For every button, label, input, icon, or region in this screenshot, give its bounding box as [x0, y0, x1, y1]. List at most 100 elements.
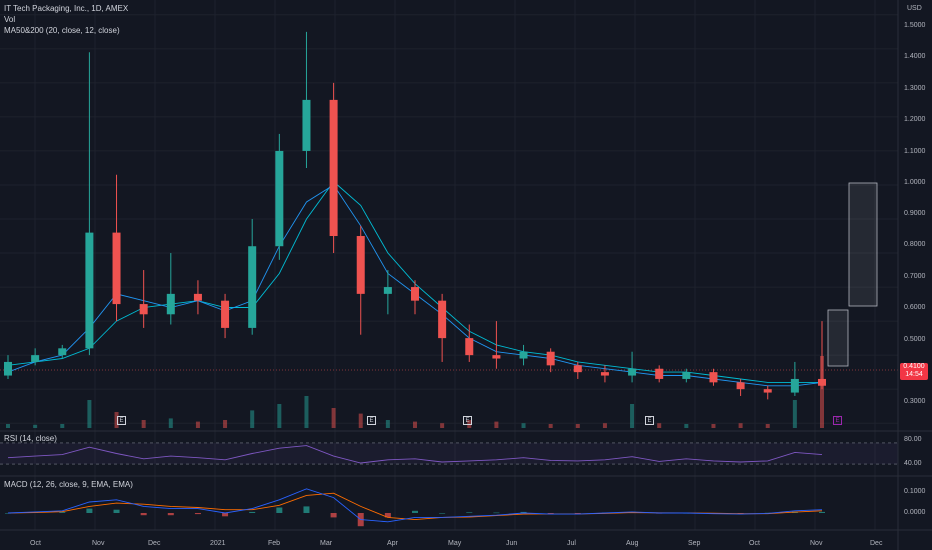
candle-body — [166, 293, 175, 315]
macd-histogram-bar — [5, 513, 11, 514]
macd-histogram-bar — [140, 513, 147, 516]
volume-bar — [250, 410, 255, 428]
projection-box — [848, 182, 878, 307]
volume-bar — [494, 421, 499, 428]
candle-body — [763, 389, 772, 393]
price-tick-label: 0.7000 — [904, 273, 926, 280]
macd-level-00: 0.0000 — [904, 509, 926, 516]
macd-histogram-bar — [249, 511, 256, 513]
candle-body — [85, 232, 94, 349]
macd-line — [7, 488, 823, 523]
candle-body — [221, 300, 230, 328]
volume-bar — [765, 424, 770, 428]
time-tick-label: Jun — [506, 540, 518, 547]
price-tick-label: 1.2000 — [904, 116, 926, 123]
time-tick-label: May — [448, 540, 462, 547]
volume-bar — [385, 420, 390, 428]
macd-histogram-bar — [86, 508, 93, 513]
candle-body — [790, 378, 799, 393]
time-tick-label: Mar — [320, 540, 333, 547]
time-tick-label: Dec — [148, 540, 161, 547]
volume-bar — [6, 424, 10, 428]
candle-body — [4, 361, 12, 376]
candle-body — [411, 287, 419, 301]
time-tick-label: Oct — [749, 540, 760, 547]
macd-histogram-bar — [520, 511, 527, 513]
candle-body — [573, 365, 582, 373]
earnings-event-2[interactable]: E — [367, 416, 376, 425]
volume-bar — [820, 356, 824, 428]
candle-body — [600, 372, 609, 376]
candle-body — [193, 293, 202, 301]
candle-body — [546, 351, 555, 366]
candle-body — [356, 236, 365, 294]
earnings-event-3[interactable]: E — [463, 416, 472, 425]
volume-bar — [738, 423, 743, 428]
price-tick-label: 0.3000 — [904, 398, 926, 405]
price-tick-label: 1.1000 — [904, 148, 926, 155]
macd-signal-line — [7, 492, 823, 521]
candle-body — [329, 99, 338, 237]
last-price: 0.4100 — [903, 363, 925, 370]
volume-bar — [60, 424, 65, 428]
time-tick-label: Jul — [567, 540, 576, 547]
macd-histogram-bar — [439, 513, 446, 514]
candle-body — [818, 378, 826, 386]
volume-bar — [684, 424, 689, 428]
volume-bar — [304, 396, 309, 428]
rsi-level-80: 80.00 — [904, 436, 922, 443]
volume-bar — [114, 412, 119, 428]
volume-bar — [413, 421, 417, 428]
time-tick-label: Dec — [870, 540, 883, 547]
volume-bar — [792, 400, 797, 428]
candle-body — [58, 348, 67, 356]
rsi-level-40: 40.00 — [904, 460, 922, 467]
macd-histogram-bar — [493, 512, 500, 514]
earnings-event-1[interactable]: E — [117, 416, 126, 425]
earnings-event-4[interactable]: E — [645, 416, 654, 425]
macd-histogram-bar — [194, 513, 201, 515]
candle-body — [31, 355, 40, 362]
time-tick-label: Feb — [268, 540, 281, 547]
price-tick-label: 0.5000 — [904, 336, 926, 343]
candle-body — [438, 300, 447, 339]
volume-bar — [87, 400, 92, 428]
candle-body — [628, 368, 637, 376]
volume-bar — [711, 424, 716, 428]
macd-histogram-bar — [276, 507, 283, 513]
time-tick-label: Apr — [387, 540, 398, 547]
macd-histogram-bar — [547, 513, 554, 514]
rsi-label: RSI (14, close) — [4, 434, 57, 443]
candle-body — [492, 355, 501, 359]
price-tick-label: 1.4000 — [904, 53, 926, 60]
price-tick-label: 0.6000 — [904, 304, 926, 311]
price-tick-label: 1.3000 — [904, 85, 926, 92]
upcoming-earnings-event[interactable]: E — [833, 416, 842, 425]
volume-bar — [223, 420, 228, 428]
macd-histogram-bar — [167, 513, 174, 516]
macd-label: MACD (12, 26, close, 9, EMA, EMA) — [4, 480, 133, 489]
macd-histogram-bar — [59, 512, 66, 513]
candle-body — [139, 304, 148, 315]
candle-body — [736, 382, 745, 390]
macd-histogram-bar — [222, 513, 229, 517]
time-tick-label: Nov — [810, 540, 823, 547]
volume-bar — [521, 423, 526, 428]
macd-histogram-bar — [303, 506, 310, 513]
volume-bar — [33, 424, 38, 428]
candle-body — [275, 150, 284, 247]
macd-histogram-bar — [466, 512, 473, 513]
price-tick-label: 1.5000 — [904, 22, 926, 29]
macd-histogram-bar — [384, 513, 391, 518]
last-price-badge: 0.4100 14:54 — [900, 363, 928, 380]
macd-histogram-bar — [819, 511, 825, 513]
countdown: 14:54 — [905, 371, 923, 378]
macd-level-01: 0.1000 — [904, 488, 926, 495]
volume-bar — [331, 408, 336, 428]
ma-label: MA50&200 (20, close, 12, close) — [4, 26, 120, 35]
chart-title: IT Tech Packaging, Inc., 1D, AMEX — [4, 4, 129, 13]
candle-body — [248, 246, 257, 328]
volume-bar — [141, 420, 146, 428]
macd-histogram-bar — [330, 513, 337, 518]
